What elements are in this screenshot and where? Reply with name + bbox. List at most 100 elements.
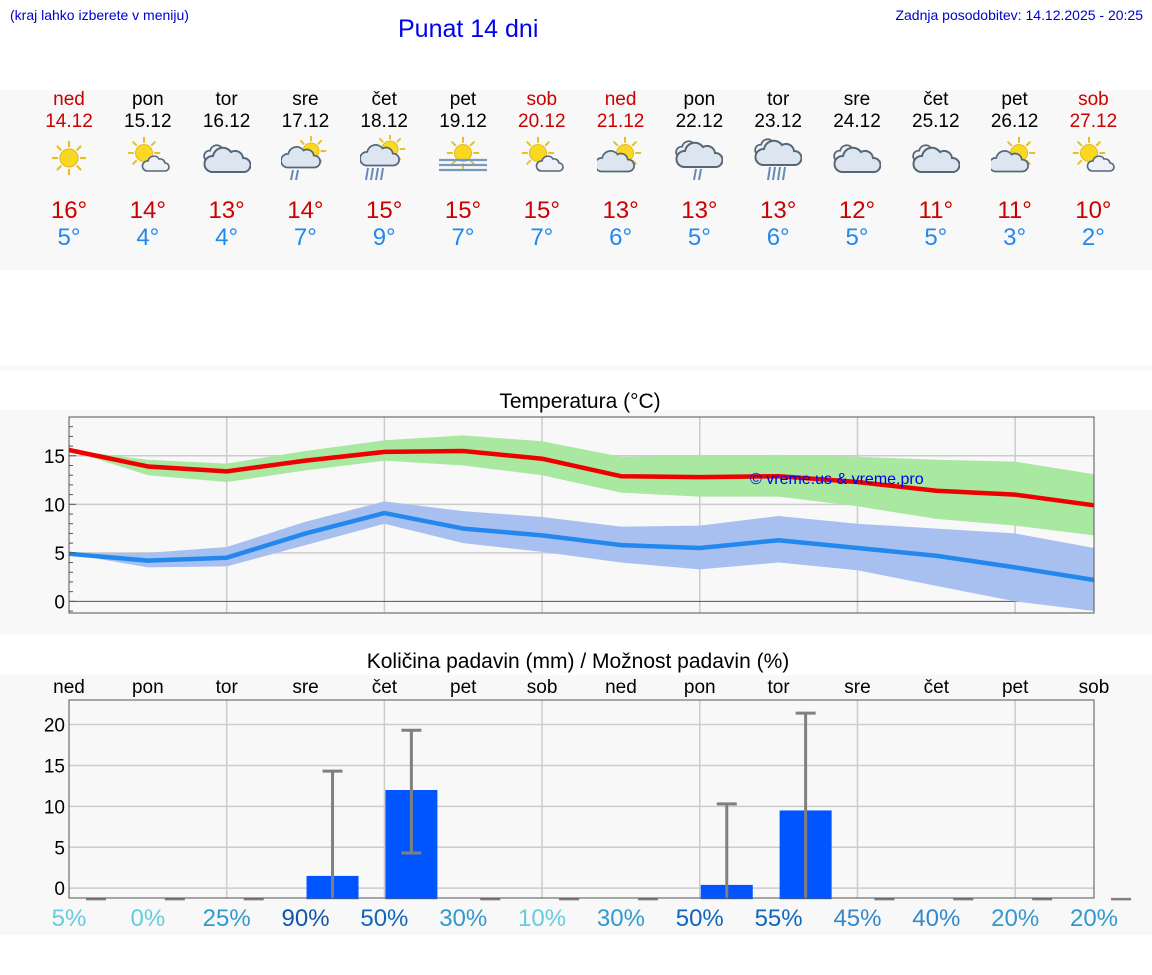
max-temperature: 10° bbox=[1075, 197, 1112, 224]
day-date: 22.12 bbox=[675, 111, 724, 132]
temperature-y-tick-label: 0 bbox=[54, 592, 65, 613]
precipitation-probability: 90% bbox=[282, 905, 330, 932]
precipitation-y-tick-label: 20 bbox=[44, 716, 65, 737]
precipitation-probability: 40% bbox=[912, 905, 960, 932]
precipitation-day-label: sre bbox=[292, 677, 318, 698]
precipitation-day-label: pet bbox=[1002, 677, 1029, 698]
sun-cloud-rain-icon bbox=[281, 135, 327, 181]
precipitation-error-bars bbox=[86, 711, 1131, 901]
precipitation-probability: 45% bbox=[833, 905, 881, 932]
min-temperature: 5° bbox=[57, 224, 81, 251]
precipitation-day-label: pet bbox=[450, 677, 477, 698]
min-temperature: 7° bbox=[530, 224, 554, 251]
temperature-max-line bbox=[68, 447, 1095, 508]
min-temperature: 5° bbox=[845, 224, 869, 251]
max-temperature: 15° bbox=[366, 197, 403, 224]
day-date: 16.12 bbox=[202, 111, 251, 132]
min-temperature: 7° bbox=[451, 224, 475, 251]
precipitation-day-labels: ned pon tor sre čet pet sob ned pon tor sre čet pet s… bbox=[53, 677, 1109, 698]
temperature-y-tick-label: 5 bbox=[54, 544, 65, 565]
precipitation-probability: 20% bbox=[991, 905, 1039, 932]
max-temperature: 13° bbox=[681, 197, 718, 224]
min-temperature: 4° bbox=[136, 224, 160, 251]
precipitation-day-label: čet bbox=[924, 677, 950, 698]
max-temperature: 14° bbox=[129, 197, 166, 224]
day-date: 27.12 bbox=[1069, 111, 1118, 132]
page-title: Punat 14 dni bbox=[398, 15, 539, 43]
temperature-lines bbox=[68, 447, 1095, 583]
precipitation-y-axis: 0 5 10 15 20 bbox=[44, 699, 1095, 900]
day-name: sob bbox=[526, 89, 558, 110]
min-temperature: 9° bbox=[372, 224, 396, 251]
precipitation-day-label: ned bbox=[53, 677, 85, 698]
precipitation-probability: 50% bbox=[360, 905, 408, 932]
precipitation-probability: 50% bbox=[676, 905, 724, 932]
day-name: pet bbox=[1001, 89, 1028, 110]
min-temperature: 2° bbox=[1081, 224, 1105, 251]
temperature-y-tick-label: 10 bbox=[44, 495, 65, 516]
precipitation-day-label: sre bbox=[844, 677, 870, 698]
cloud-heavy-rain-icon bbox=[754, 138, 803, 181]
min-temperature: 4° bbox=[215, 224, 239, 251]
precipitation-day-label: čet bbox=[372, 677, 398, 698]
precipitation-probability: 25% bbox=[203, 905, 251, 932]
max-temperature: 11° bbox=[997, 197, 1032, 224]
location-hint: (kraj lahko izberete v meniju) bbox=[10, 7, 189, 23]
day-name: pon bbox=[683, 89, 716, 110]
day-date: 17.12 bbox=[281, 111, 330, 132]
min-temperature: 5° bbox=[687, 224, 711, 251]
day-date: 25.12 bbox=[912, 111, 960, 132]
day-name: pon bbox=[131, 89, 164, 110]
max-temperature: 15° bbox=[523, 197, 560, 224]
day-date: 15.12 bbox=[124, 111, 172, 132]
max-temperature: 13° bbox=[208, 197, 245, 224]
day-name: čet bbox=[371, 89, 397, 110]
min-temperature: 6° bbox=[609, 224, 633, 251]
min-temperature: 6° bbox=[766, 224, 790, 251]
min-temperature: 3° bbox=[1003, 224, 1027, 251]
last-update: Zadnja posodobitev: 14.12.2025 - 20:25 bbox=[895, 7, 1143, 23]
day-name: sob bbox=[1078, 89, 1109, 110]
max-temperature: 13° bbox=[602, 197, 639, 224]
temperature-chart-title: Temperatura (°C) bbox=[499, 390, 660, 413]
precipitation-y-tick-label: 10 bbox=[44, 797, 65, 818]
max-temperature: 16° bbox=[50, 197, 88, 224]
precipitation-day-label: pon bbox=[684, 677, 716, 698]
day-date: 20.12 bbox=[518, 111, 566, 132]
separator-band bbox=[0, 365, 1152, 371]
day-name: pet bbox=[449, 89, 477, 110]
day-date: 19.12 bbox=[439, 111, 487, 132]
day-name: ned bbox=[53, 89, 85, 110]
temperature-y-tick-label: 15 bbox=[44, 447, 65, 468]
day-date: 14.12 bbox=[45, 111, 93, 132]
max-temperature: 15° bbox=[444, 197, 482, 224]
day-date: 24.12 bbox=[833, 111, 881, 132]
day-name: ned bbox=[604, 89, 637, 110]
min-temperature: 7° bbox=[293, 224, 317, 251]
temperature-y-axis: 0 5 10 15 bbox=[44, 416, 1095, 614]
watermark-text: © vreme.us & vreme.pro bbox=[750, 471, 924, 488]
precipitation-panel bbox=[0, 675, 1152, 935]
precipitation-chart-title: Količina padavin (mm) / Možnost padavin … bbox=[367, 650, 790, 673]
forecast-strip bbox=[0, 90, 1152, 270]
day-date: 21.12 bbox=[596, 111, 645, 132]
cloud-rain-icon bbox=[675, 140, 724, 181]
max-temperature: 11° bbox=[918, 197, 954, 224]
day-date: 23.12 bbox=[754, 111, 802, 132]
precipitation-day-label: sob bbox=[527, 677, 558, 698]
max-temperature: 14° bbox=[287, 197, 324, 224]
precipitation-probability: 5% bbox=[52, 905, 87, 932]
precipitation-day-label: tor bbox=[216, 677, 239, 698]
temperature-plot-border bbox=[68, 416, 1095, 614]
precipitation-y-tick-label: 0 bbox=[54, 879, 65, 900]
temperature-chart: Temperatura (°C) 0 5 10 15 © vreme.us & vre… bbox=[44, 390, 1095, 614]
precipitation-y-tick-label: 5 bbox=[54, 838, 65, 859]
precipitation-plot-border bbox=[68, 699, 1095, 899]
day-name: tor bbox=[215, 89, 238, 110]
precipitation-probability: 0% bbox=[131, 905, 166, 932]
precipitation-probability: 30% bbox=[597, 905, 645, 932]
precipitation-probability: 20% bbox=[1070, 905, 1118, 932]
day-name: sre bbox=[292, 89, 319, 110]
precipitation-grid bbox=[69, 700, 1094, 898]
